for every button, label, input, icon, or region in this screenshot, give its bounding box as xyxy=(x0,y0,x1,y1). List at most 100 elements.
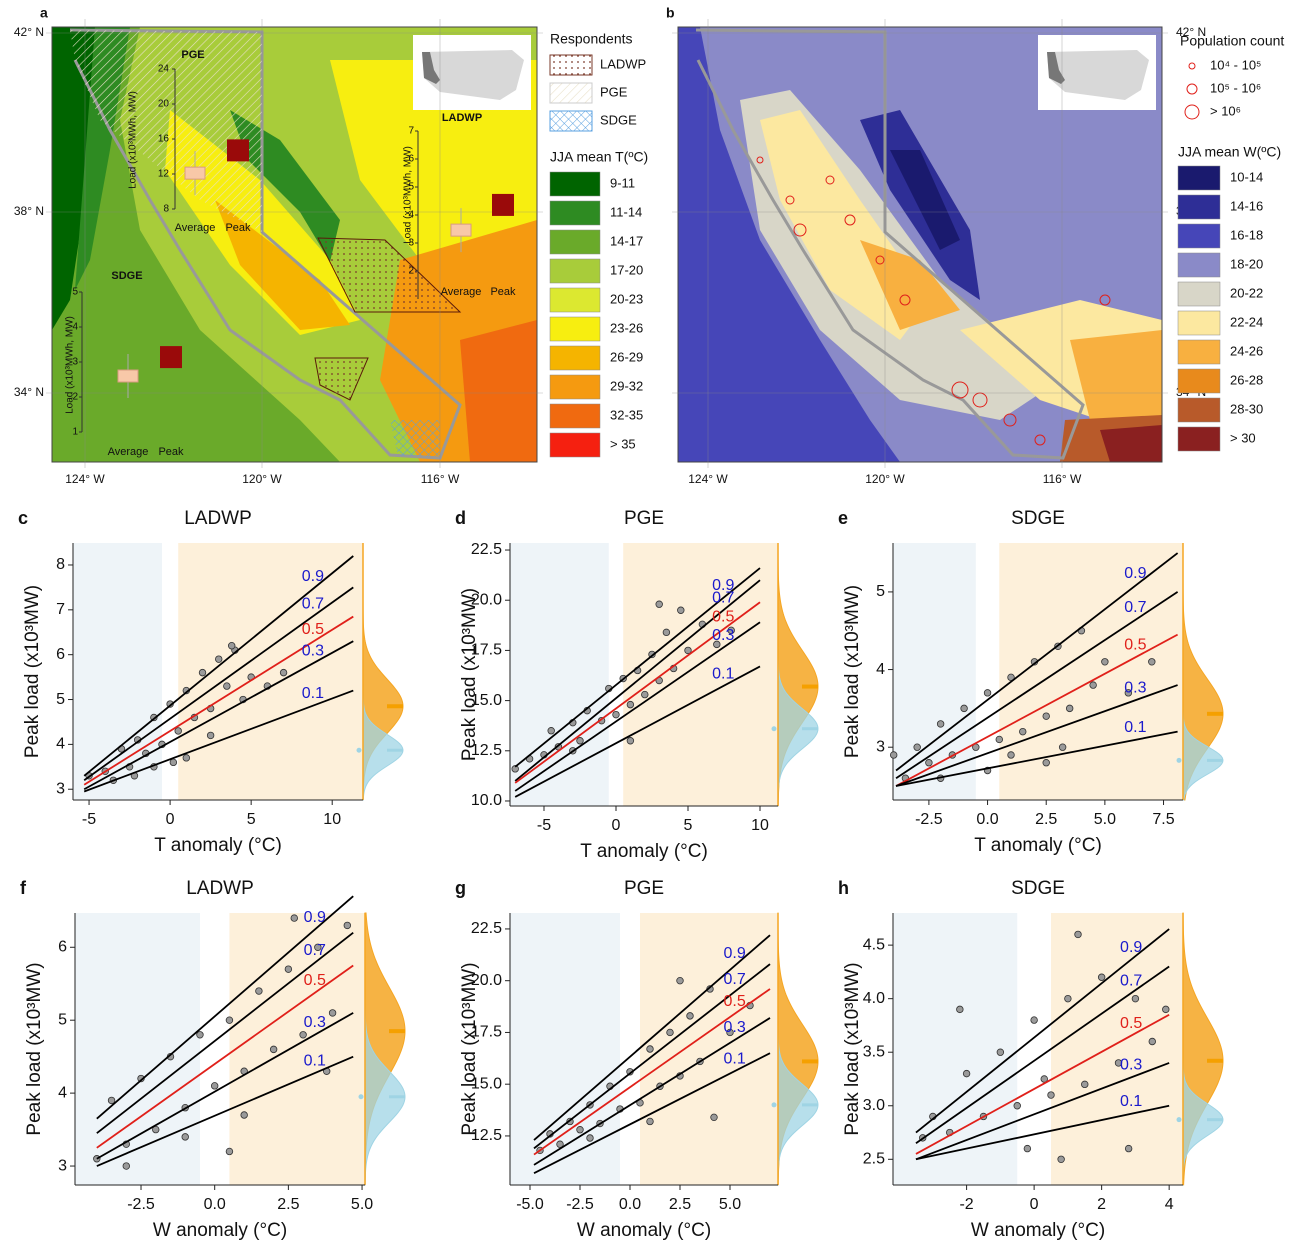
quantile-line xyxy=(83,555,354,777)
scatter-point xyxy=(314,943,322,951)
legend-label: 26-28 xyxy=(1230,372,1263,387)
map-zone xyxy=(52,27,95,330)
legend-label: 18-20 xyxy=(1230,256,1263,271)
y-axis-label: Peak load (x10³MW) xyxy=(842,585,863,758)
legend-swatch xyxy=(1177,339,1221,365)
scatter-point xyxy=(960,704,968,713)
quantile-line xyxy=(96,1012,354,1160)
legend-label: 9-11 xyxy=(610,175,635,190)
scatter-point xyxy=(290,914,298,922)
legend-label: 20-22 xyxy=(1230,285,1263,300)
inset-tick-label: 5 xyxy=(72,287,78,298)
x-tick-label: 2.5 xyxy=(669,1196,691,1213)
scatter-point xyxy=(299,1031,307,1039)
inset-box-peak xyxy=(227,139,249,162)
x-tick-label: 0.0 xyxy=(976,811,998,828)
quantile-label: 0.5 xyxy=(1120,1015,1142,1032)
quantile-label: 0.9 xyxy=(304,909,326,926)
chart: -2.5 0.0 2.5 5.0 7.5 3 4 5 0.9 0.7 0.5 0.3 0.1 SDGE e T… xyxy=(838,508,1224,856)
ladwp-region xyxy=(314,357,369,401)
x-tick-label: 10 xyxy=(323,811,341,828)
quantile-label: 0.3 xyxy=(723,1019,745,1036)
legend-label: 29-32 xyxy=(610,378,643,393)
quantile-line xyxy=(895,591,1179,780)
population-circle xyxy=(785,195,795,205)
scatter-point xyxy=(1042,712,1050,720)
quantile-line xyxy=(514,567,761,768)
quantile-label: 0.5 xyxy=(302,621,324,638)
x-axis-label: T anomaly (°C) xyxy=(580,841,708,862)
quantile-line xyxy=(514,621,761,792)
x-tick-label: 5 xyxy=(247,811,256,828)
quantile-label: 0.1 xyxy=(304,1052,326,1069)
panel-label: h xyxy=(838,878,849,898)
chart: -5.0 -2.5 0.0 2.5 5.0 12.5 15.0 17.5 20.0 22.5 0.9… xyxy=(455,878,819,1241)
quantile-label: 0.5 xyxy=(1124,637,1146,654)
y-tick-label: 4 xyxy=(58,1084,67,1101)
scatter-point xyxy=(152,1125,160,1134)
scatter-point xyxy=(1089,681,1097,689)
x-tick-label: 5 xyxy=(684,817,693,834)
legend-swatch xyxy=(549,403,601,429)
quantile-label: 0.5 xyxy=(712,609,734,626)
scatter-point xyxy=(962,1069,971,1078)
scatter-point xyxy=(196,1031,204,1039)
x-tick-label: -2.5 xyxy=(915,811,943,828)
legend-swatch xyxy=(549,171,601,197)
scatter-point xyxy=(1057,1155,1065,1163)
map-zone xyxy=(678,27,900,462)
average-mean-dot xyxy=(771,1102,777,1108)
scatter-point xyxy=(225,1016,234,1024)
inset-category: Peak xyxy=(158,446,184,458)
lat-tick-label: 42° N xyxy=(1176,25,1206,39)
x-axis-label: T anomaly (°C) xyxy=(974,835,1102,856)
inset-tick-label: 8 xyxy=(163,204,169,215)
population-circles xyxy=(756,156,1111,446)
lon-tick-label: 120° W xyxy=(865,472,905,486)
population-circle xyxy=(825,175,835,185)
scatter-point xyxy=(1065,704,1074,713)
quantile-line xyxy=(915,965,1170,1144)
average-mean-dot xyxy=(356,747,362,753)
x-tick-label: -2.5 xyxy=(566,1196,594,1213)
legend-swatch xyxy=(1177,281,1221,307)
legend-label: SDGE xyxy=(600,112,637,127)
quantile-label: 0.1 xyxy=(1124,719,1146,736)
inset-tick-label: 1 xyxy=(72,427,78,438)
legend-label: 32-35 xyxy=(610,407,643,422)
scatter-point xyxy=(1097,973,1106,981)
hot-shade xyxy=(640,913,778,1185)
average-mean-dot xyxy=(358,1094,364,1100)
x-tick-label: 4 xyxy=(1165,1196,1174,1213)
inset-box-average xyxy=(117,369,139,383)
legend-marker xyxy=(1186,83,1198,95)
inset-tick-label: 3 xyxy=(408,238,414,249)
quantile-line xyxy=(96,1055,354,1167)
ladwp-region xyxy=(317,237,462,313)
x-axis-label: W anomaly (°C) xyxy=(153,1220,287,1241)
inset-title: SDGE xyxy=(111,270,142,282)
scatter-point xyxy=(666,1028,674,1037)
scatter-point xyxy=(1148,658,1156,666)
scatter-point xyxy=(1124,1144,1133,1153)
inset-axis-label: Load (x10³MWh, MW) xyxy=(65,316,76,414)
legend-label: 14-16 xyxy=(1230,198,1263,213)
scatter-point xyxy=(1124,689,1133,697)
legend-swatch xyxy=(549,345,601,371)
y-tick-label: 2.5 xyxy=(863,1151,885,1168)
inset-box-average xyxy=(450,223,472,237)
scatter-point xyxy=(710,1113,718,1122)
scatter-point xyxy=(662,628,671,637)
quantile-line xyxy=(83,586,354,781)
scatter-point xyxy=(1019,727,1027,736)
legend-swatch xyxy=(1177,368,1221,394)
quantile-label: 0.1 xyxy=(723,1050,745,1067)
y-tick-label: 6 xyxy=(58,938,67,955)
us-outline xyxy=(1047,50,1149,100)
lon-tick-label: 124° W xyxy=(65,472,105,486)
scatter-point xyxy=(913,743,921,751)
chart-title: PGE xyxy=(624,878,664,899)
y-tick-label: 10.0 xyxy=(471,792,502,809)
cool-shade xyxy=(893,543,976,800)
